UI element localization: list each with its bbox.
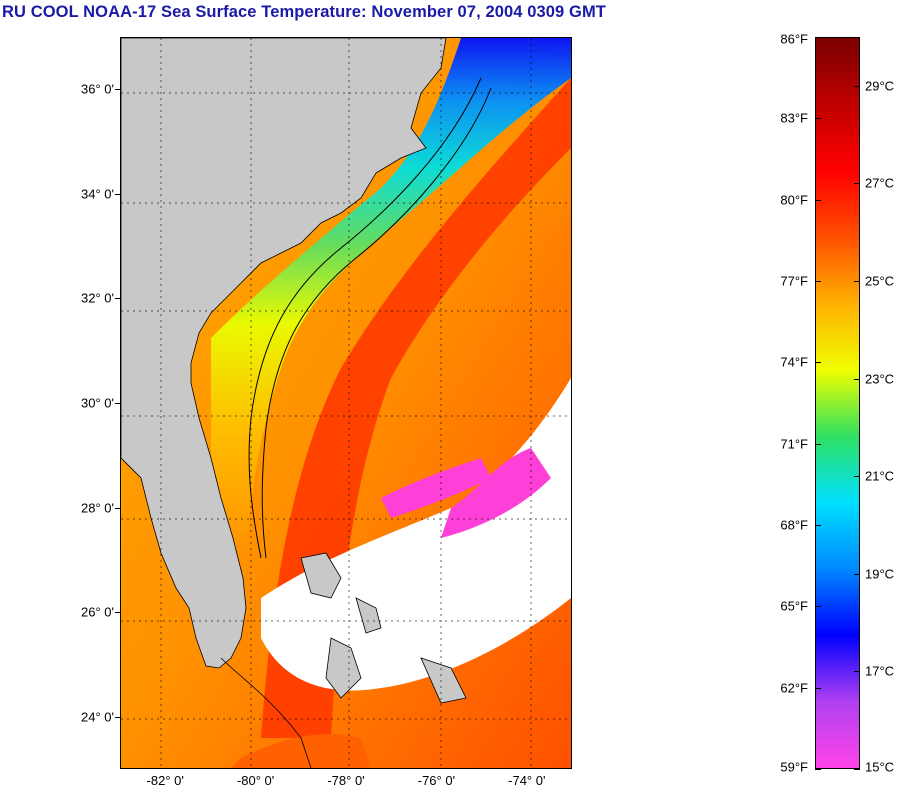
longitude-label: -80° 0' (236, 773, 275, 788)
fahrenheit-tick (815, 362, 821, 364)
celsius-label: 15°C (865, 759, 895, 775)
latitude-label: 34° 0' (81, 186, 114, 202)
celsius-tick (854, 769, 860, 770)
celsius-label: 19°C (865, 566, 895, 582)
celsius-tick (854, 281, 860, 282)
latitude-label: 28° 0' (81, 500, 114, 516)
celsius-tick (854, 85, 860, 87)
land-mass (121, 38, 447, 669)
longitude-label: -76° 0' (417, 773, 456, 788)
fahrenheit-tick (815, 687, 821, 689)
latitude-tick (115, 193, 120, 195)
latitude-tick (115, 716, 120, 718)
longitude-label: -82° 0' (146, 773, 184, 788)
celsius-label: 29°C (865, 78, 895, 94)
shelf-water (211, 38, 571, 558)
fahrenheit-tick (815, 769, 821, 770)
fahrenheit-label: 83°F (780, 110, 808, 126)
gridlines (121, 38, 571, 768)
celsius-label: 25°C (865, 273, 895, 289)
map-title: RU COOL NOAA-17 Sea Surface Temperature:… (2, 3, 606, 21)
fahrenheit-label: 74°F (780, 354, 808, 370)
latitude-tick (115, 298, 120, 300)
fahrenheit-tick (815, 525, 821, 526)
latitude-label: 36° 0' (81, 81, 114, 97)
fahrenheit-label: 62°F (780, 680, 808, 696)
cloud-cover (261, 378, 571, 691)
island (300, 552, 342, 599)
longitude-label: -78° 0' (327, 773, 365, 788)
celsius-tick (854, 671, 860, 673)
celsius-tick (854, 378, 860, 380)
contour-120ft (248, 77, 482, 559)
celsius-tick (854, 183, 860, 185)
latitude-label: 32° 0' (81, 290, 114, 306)
fahrenheit-tick (815, 118, 821, 120)
fahrenheit-tick (815, 606, 821, 608)
latitude-tick (115, 507, 120, 509)
cloud-edge (441, 448, 551, 538)
fahrenheit-label: 65°F (780, 598, 808, 614)
longitude-label: -74° 0' (508, 773, 546, 788)
fahrenheit-label: 86°F (780, 31, 808, 47)
celsius-label: 17°C (865, 663, 895, 679)
latitude-label: 26° 0' (81, 604, 114, 620)
fahrenheit-label: 68°F (780, 517, 808, 533)
contour-600ft (261, 87, 492, 559)
latitude-label: 24° 0' (81, 709, 114, 725)
latitude-label: 30° 0' (81, 395, 114, 411)
celsius-tick (854, 476, 860, 478)
fahrenheit-tick (815, 281, 821, 282)
sst-map[interactable] (120, 37, 572, 769)
celsius-label: 23°C (865, 371, 895, 387)
fahrenheit-tick (815, 37, 821, 38)
fahrenheit-tick (815, 199, 821, 201)
celsius-label: 21°C (865, 468, 895, 484)
sst-map-image (121, 38, 571, 768)
latitude-tick (115, 403, 120, 404)
celsius-tick (854, 573, 860, 575)
latitude-tick (115, 89, 120, 91)
fahrenheit-label: 77°F (780, 273, 808, 289)
celsius-label: 27°C (865, 175, 895, 191)
fahrenheit-label: 80°F (780, 192, 808, 208)
fahrenheit-label: 71°F (780, 436, 808, 452)
temperature-colorbar (815, 37, 860, 769)
fahrenheit-tick (815, 443, 821, 445)
latitude-tick (115, 612, 120, 614)
fahrenheit-label: 59°F (780, 759, 808, 775)
